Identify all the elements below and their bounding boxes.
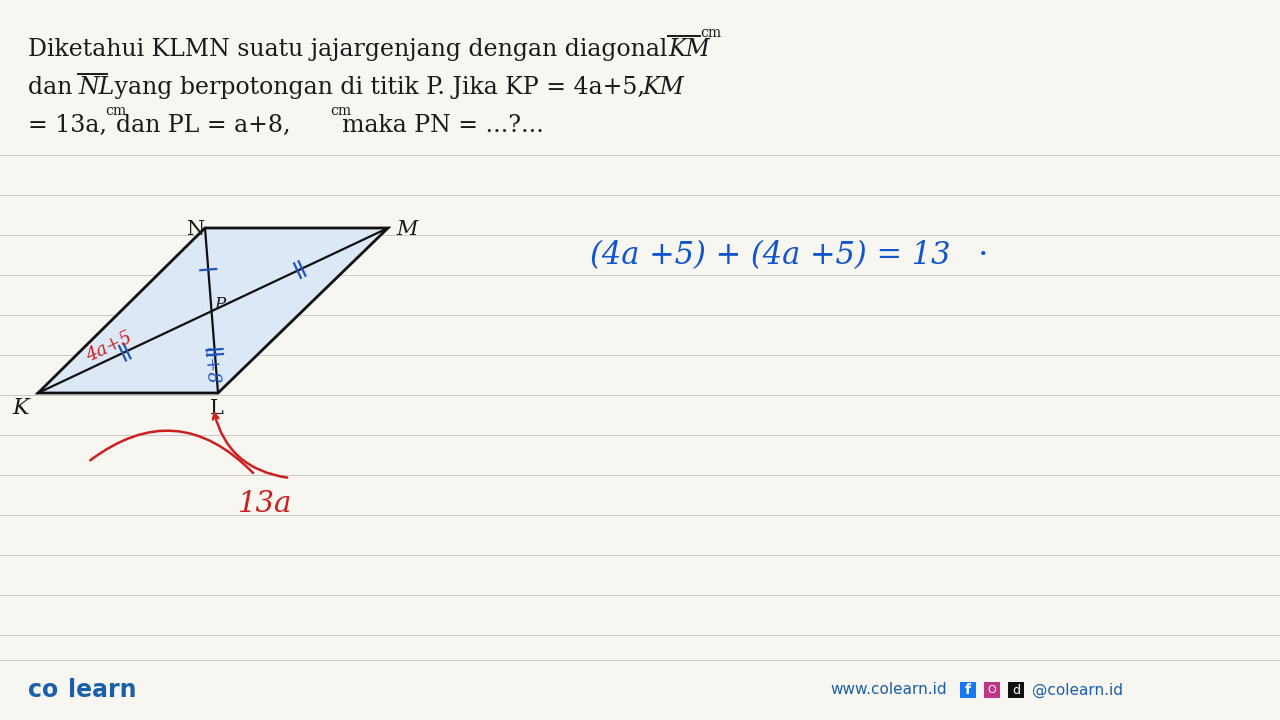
Text: ·: · [978,240,988,272]
Text: L: L [210,399,224,418]
Text: Diketahui KLMN suatu jajargenjang dengan diagonal: Diketahui KLMN suatu jajargenjang dengan… [28,38,675,61]
Text: dan: dan [28,76,79,99]
Text: NL: NL [78,76,114,99]
Text: d: d [1012,683,1020,696]
Text: P: P [215,296,225,313]
Text: 4a+5: 4a+5 [83,328,134,365]
Text: cm: cm [105,104,127,118]
Text: KM: KM [643,76,684,99]
Text: co: co [28,678,59,702]
Text: (4a +5) + (4a +5) = 13: (4a +5) + (4a +5) = 13 [590,240,951,271]
Text: K: K [12,397,28,419]
Text: maka PN = ...?...: maka PN = ...?... [342,114,544,137]
Text: learn: learn [68,678,137,702]
Text: cm: cm [330,104,351,118]
Text: 13a: 13a [238,490,292,518]
Bar [960,682,977,698]
Text: dan PL = a+8,: dan PL = a+8, [116,114,291,137]
Text: @colearn.id: @colearn.id [1032,683,1123,698]
Text: yang berpotongan di titik P. Jika KP = 4a+5,: yang berpotongan di titik P. Jika KP = 4… [108,76,653,99]
Text: f: f [965,683,972,697]
Text: a+8: a+8 [201,346,221,385]
Text: cm: cm [700,26,721,40]
Text: M: M [396,220,417,239]
Text: KM: KM [668,38,710,61]
Text: N: N [187,220,205,239]
Text: O: O [988,685,996,695]
Bar [984,682,1000,698]
Text: = 13a,: = 13a, [28,114,108,137]
Text: www.colearn.id: www.colearn.id [829,683,947,698]
Polygon shape [38,228,388,393]
Bar [1009,682,1024,698]
